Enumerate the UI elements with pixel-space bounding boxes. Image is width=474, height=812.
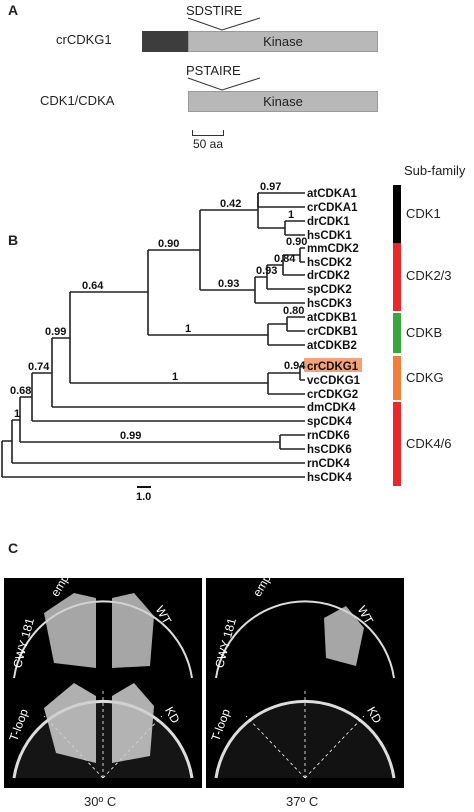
subfamily-bar-cdkg [393,356,401,400]
subfamily-label-cdk1: CDK1 [406,206,441,221]
scale-bar-aa-label: 50 aa [193,137,224,151]
bootstrap-value: 0.93 [218,278,239,290]
bootstrap-value: 0.99 [45,326,66,338]
crcdkg1-label: crCDKG1 [56,32,112,47]
plate-37c: empty vector WT CWY 181 T-loop KD [206,533,404,788]
crcdkg1-highlight [304,358,362,372]
streaks-30c-upper [44,593,154,668]
panel-c-letter: C [8,540,19,556]
branch-root [1,440,305,478]
bootstrap-value: 0.80 [283,305,304,317]
panel-b-letter: B [8,232,19,248]
crcdkg1-kinase-label: Kinase [263,34,303,49]
taxon-label: hsCDK1 [307,230,352,242]
bootstrap-value: 0.64 [82,280,104,292]
taxon-label: hsCDK3 [307,298,352,310]
subfamily-bar-cdk1 [393,185,401,243]
taxon-label: atCDKA1 [307,188,357,200]
taxon-label: crCDKG1 [307,361,359,373]
phylogenetic-tree: atCDKA1 crCDKA1 drCDK1 hsCDK1 mmCDK2 hsC… [1,181,362,503]
crcdkg1-kinase-domain: Kinase [188,31,378,52]
plate-30c: empty vector WT CWY 181 T-loop KD [4,533,202,788]
branch-cdk1 [258,220,305,236]
taxon-label: vcCDKG1 [307,375,361,387]
taxon-label: drCDK2 [307,270,350,282]
taxon-label: hsCDK6 [307,444,352,456]
bootstrap-value: 0.93 [256,265,277,277]
branch-dmcdk4 [32,338,305,408]
streaks-37c-wt [324,606,364,666]
taxon-label: drCDK1 [307,216,350,228]
subfamily-label-cdkg: CDKG [406,370,444,385]
sdstire-pointer [187,17,261,31]
bootstrap-value: 0.90 [286,236,307,248]
branch-cdk6-pair [279,434,305,450]
bootstrap-value: 0.84 [274,253,296,265]
taxon-label: crCDKA1 [307,202,358,214]
bootstrap-value: 0.68 [10,385,31,397]
taxon-label: rnCDK4 [307,458,350,470]
scale-bar-aa [192,130,224,136]
bootstrap-value: 0.74 [28,361,50,373]
branch-cdka [257,192,305,208]
subfamily-bar-cdkb [393,313,401,353]
bootstrap-value: 1 [288,209,294,221]
crcdkg1-nterm-extension [142,31,188,52]
branch-cdkb-pair [286,316,305,332]
bootstrap-value: 1 [172,371,178,383]
subfamily-header: Sub-family [404,163,466,178]
bootstrap-value: 0.99 [120,430,141,442]
subfamily-bar-cdk23 [393,243,401,311]
temperature-37c-label: 37º C [286,794,319,809]
subfamily-label-cdk46: CDK4/6 [406,436,452,451]
sector-lines [245,690,365,779]
pstaire-motif-label: PSTAIRE [186,63,241,78]
plate-30c-drawing [12,593,194,779]
bootstrap-value: 1 [14,408,20,420]
branch-cdkb-node [70,250,268,336]
taxon-label: hsCDK2 [307,257,352,269]
subfamily-label-cdk23: CDK2/3 [406,268,452,283]
upper-dish-rim [13,600,193,679]
branch-cdk6 [12,397,280,443]
bootstrap-value: 0.42 [220,198,241,210]
subfamily-bar-cdk46 [393,402,401,486]
bootstrap-value: 0.97 [260,181,281,193]
plate-37c-drawing [214,600,396,779]
sdstire-motif-label: SDSTIRE [186,3,243,18]
branch-mm-hs-cdk2 [299,247,305,263]
branch-cdk1-clade [200,193,259,228]
taxon-label: atCDKB2 [307,340,357,352]
bootstrap-value: 0.90 [158,238,179,250]
taxon-label: spCDK4 [307,416,352,428]
taxon-label: mmCDK2 [307,243,359,255]
cdk1-kinase-domain: Kinase [188,91,378,112]
branch-cdk-node [148,210,201,290]
panel-a-letter: A [8,2,19,18]
tree-scale-label: 1.0 [136,491,151,503]
subfamily-label-cdkb: CDKB [406,325,443,340]
taxon-label: crCDKB1 [307,326,358,338]
taxon-label: rnCDK6 [307,430,350,442]
taxon-label: crCDKG2 [307,389,358,401]
streaks-30c [44,683,154,763]
temperature-30c-label: 30º C [84,794,117,809]
branch-cdkg-node [52,292,268,384]
taxon-label: hsCDK4 [307,472,352,484]
taxon-label: atCDKB1 [307,312,357,324]
bootstrap-value: 1 [185,323,191,335]
branch-spcdk4 [20,373,305,422]
tree-branches [1,192,305,478]
taxon-label: spCDK2 [307,284,352,296]
bootstrap-value: 0.94 [284,360,306,372]
cdk1-cdka-label: CDK1/CDKA [40,93,115,108]
branch-hs-cdk3 [254,276,305,304]
taxon-label: dmCDK4 [307,402,356,414]
pstaire-pointer [187,77,261,91]
upper-dish-rim [215,600,395,679]
cdk1-kinase-label: Kinase [263,94,303,109]
